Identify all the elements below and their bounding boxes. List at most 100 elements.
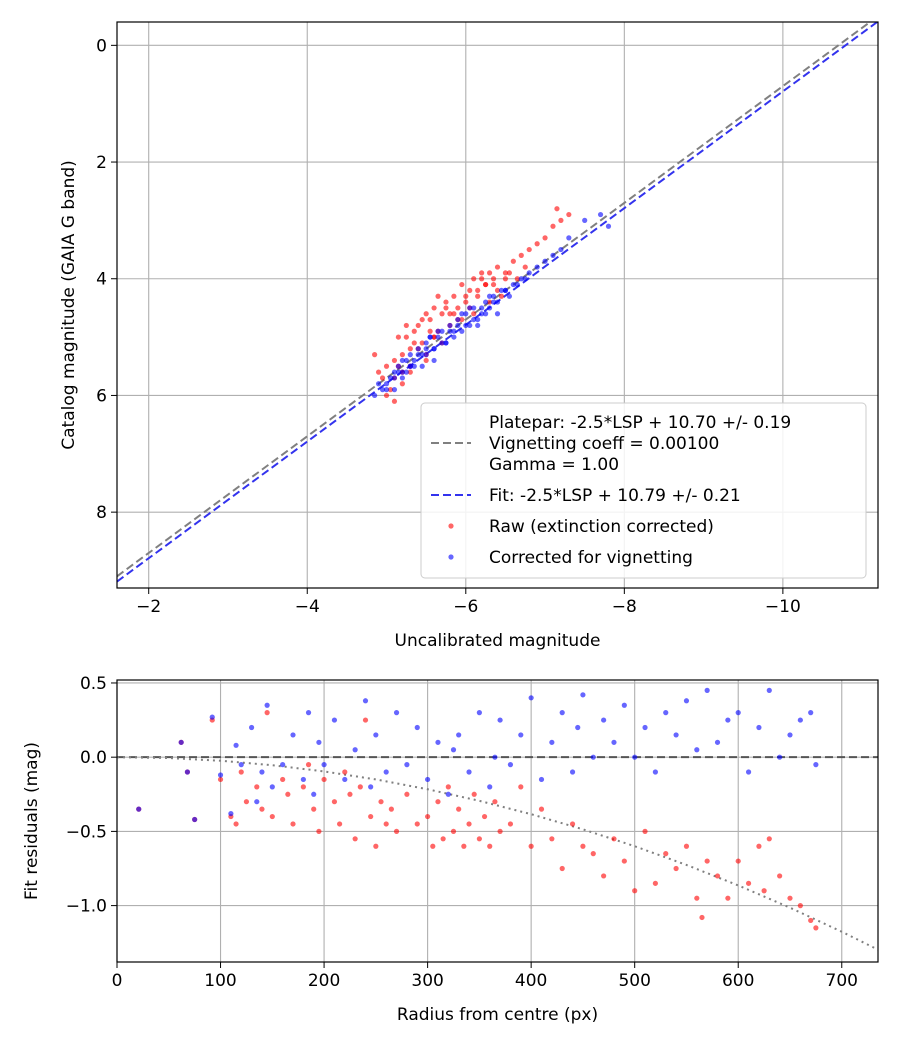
raw-point [507,821,514,827]
corrected-point [550,252,556,258]
x-tick-label: 700 [826,971,858,991]
raw-point [373,843,379,849]
raw-point [404,791,410,797]
corrected-point [471,316,477,323]
raw-point [305,762,312,768]
raw-point [455,305,461,311]
legend-label: Corrected for vignetting [489,548,693,568]
raw-point [494,264,501,270]
raw-point [471,311,477,317]
corrected-point [456,732,462,738]
y-tick-label: 2 [96,153,107,173]
raw-point [391,398,398,404]
corrected-point [399,369,405,375]
corrected-point [419,363,425,369]
corrected-point [435,334,441,340]
raw-point [476,836,482,842]
raw-point [311,806,317,812]
raw-point [415,322,421,329]
y-tick-label: −0.5 [66,822,107,842]
raw-point [435,293,441,299]
corrected-point [714,739,721,745]
raw-point [264,710,270,716]
corrected-point [580,692,586,698]
corrected-point [178,739,184,745]
corrected-point [787,732,793,738]
raw-point [761,888,767,894]
corrected-point [431,357,437,364]
raw-point [430,843,436,849]
corrected-point [311,791,317,797]
raw-point [514,276,520,282]
raw-point [611,836,617,842]
raw-point [479,276,485,282]
legend-dot-marker [448,523,454,529]
corrected-point [479,311,485,317]
raw-point [471,791,477,797]
corrected-point [395,369,402,375]
raw-point [451,293,457,299]
corrected-point [475,322,481,329]
corrected-point [383,387,390,393]
corrected-point [522,276,528,282]
raw-point [425,813,431,820]
raw-point [725,895,731,901]
raw-point [490,276,497,282]
raw-point [456,806,462,812]
corrected-point [518,732,524,738]
raw-point [391,357,398,364]
corrected-point [415,346,421,352]
corrected-point [510,281,516,288]
line-platepar [117,22,872,578]
raw-point [554,206,560,212]
raw-point [704,858,710,864]
corrected-point [414,724,420,731]
raw-point [321,776,327,783]
corrected-point [403,369,409,375]
corrected-point [391,375,398,381]
corrected-point [423,340,429,346]
raw-point [475,293,481,299]
raw-point [372,352,378,358]
corrected-point [368,784,374,790]
raw-point [342,769,348,775]
raw-point [471,276,477,282]
corrected-point [632,754,638,760]
y-tick-label: 0 [96,36,107,56]
raw-point [569,821,576,827]
raw-point [269,813,275,820]
raw-point [663,851,669,857]
corrected-point [419,352,425,358]
raw-point [337,821,343,827]
corrected-point [395,363,402,369]
raw-point [694,895,700,901]
corrected-point [209,714,215,720]
corrected-point [466,769,472,775]
raw-point [440,836,446,842]
raw-point [745,880,752,886]
corrected-point [407,363,413,369]
raw-point [403,322,409,329]
raw-point [498,293,505,299]
raw-point [777,873,783,879]
corrected-point [498,287,505,294]
corrected-point [450,747,457,753]
raw-point [559,865,565,872]
corrected-point [582,217,588,223]
y-tick-label: −1.0 [66,897,107,917]
legend-dot-marker [448,554,454,560]
corrected-point [549,739,555,745]
corrected-point [238,762,244,768]
corrected-point [494,299,501,305]
raw-point [285,791,291,797]
residuals-plot: 0 100 200 300 400 500 600 700 0.5 0.0 −0.5 −1.0 Rad… [22,674,879,1025]
corrected-point [486,305,493,311]
corrected-point [280,762,286,768]
raw-point [566,211,572,218]
raw-point [797,903,803,909]
raw-point [431,334,437,340]
x-tick-label: −4 [295,597,320,617]
raw-point [290,821,296,827]
x-tick-label: 100 [204,971,236,991]
